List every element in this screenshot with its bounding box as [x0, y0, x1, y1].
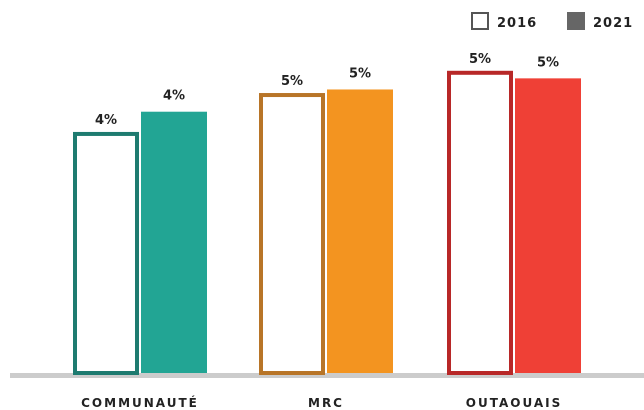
- value-label-2021-2: 5%: [349, 66, 371, 81]
- category-label-1: COMMUNAUTÉ: [81, 395, 199, 410]
- bar-2016-3: [447, 70, 513, 376]
- value-label-2016-3: 5%: [469, 52, 491, 67]
- legend-swatch-2016: [471, 12, 489, 30]
- legend-swatch-2021: [567, 12, 585, 30]
- bar-2021-3: [515, 78, 581, 374]
- legend-label-2021: 2021: [593, 16, 633, 31]
- value-label-2016-1: 4%: [95, 113, 117, 128]
- category-label-3: OUTAOUAIS: [466, 396, 562, 410]
- bar-2021-2: [327, 89, 393, 373]
- x-axis-baseline: [10, 373, 644, 378]
- category-label-2: MRC: [308, 396, 344, 410]
- bar-2021-1: [141, 111, 207, 374]
- value-label-2016-2: 5%: [281, 74, 303, 89]
- bar-2016-2: [259, 93, 325, 375]
- value-label-2021-3: 5%: [537, 55, 559, 70]
- legend-label-2016: 2016: [497, 16, 537, 31]
- bar-2016-1: [73, 131, 139, 375]
- value-label-2021-1: 4%: [163, 89, 185, 104]
